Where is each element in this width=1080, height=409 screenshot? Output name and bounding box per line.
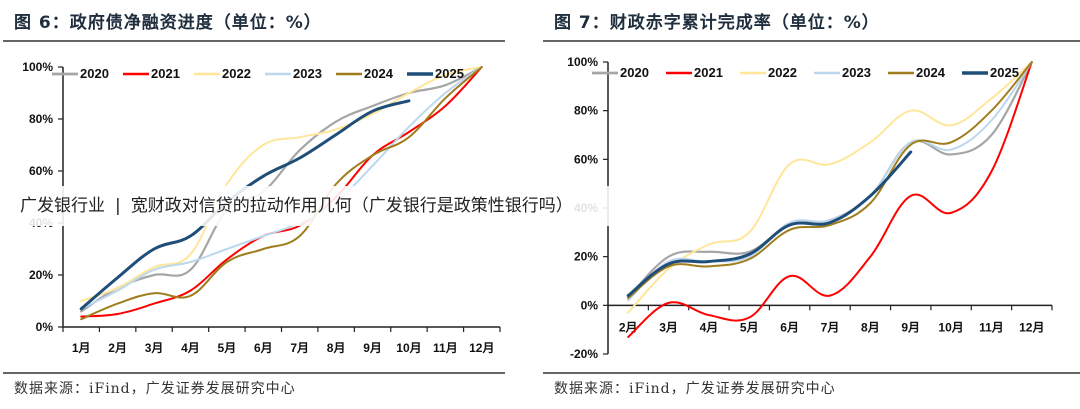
left-source-rule [3,372,505,374]
article-title-banner[interactable]: 广发银行业 | 宽财政对信贷的拉动作用几何（广发银行是政策性银行吗） [0,186,680,226]
banner-headline: 宽财政对信贷的拉动作用几何（广发银行是政策性银行吗） [130,196,573,216]
right-figure-title: 图 7：财政赤字累计完成率（单位：%） [554,13,880,33]
left-line-chart: 0%20%40%60%80%100%1月2月3月4月5月6月7月8月9月10月1… [22,60,501,355]
right-line-chart: -20%0%20%40%60%80%100%2月3月4月5月6月7月8月9月10… [567,55,1053,361]
banner-section: 广发银行业 [20,196,105,216]
legend-label-2022: 2022 [768,65,797,80]
x-tick-label: 9月 [901,320,920,334]
x-tick-label: 3月 [659,320,678,334]
y-tick-label: 80% [574,104,598,118]
right-source-note: 数据来源：iFind，广发证券发展研究中心 [554,381,836,397]
series-line-2022 [627,61,1033,314]
y-tick-label: 20% [29,268,53,282]
x-tick-label: 11月 [979,320,1004,334]
series-line-2023 [80,66,483,310]
y-tick-label: 0% [36,320,54,334]
x-tick-label: 8月 [861,320,880,334]
x-tick-label: 1月 [72,341,91,355]
y-tick-label: -20% [570,347,598,361]
series-line-2021 [627,61,1033,338]
y-tick-label: 100% [22,60,53,74]
y-tick-label: 80% [29,112,53,126]
banner-divider: | [115,196,121,216]
legend-label-2020: 2020 [80,66,109,81]
series-line-2022 [80,66,483,302]
legend-label-2025: 2025 [990,65,1019,80]
x-tick-label: 9月 [363,341,382,355]
x-tick-label: 12月 [469,341,494,355]
x-tick-label: 2月 [619,320,638,334]
legend-label-2024: 2024 [916,65,946,80]
legend-label-2023: 2023 [842,65,871,80]
legend-label-2025: 2025 [435,66,464,81]
legend-label-2021: 2021 [694,65,723,80]
x-tick-label: 10月 [938,320,963,334]
legend-label-2020: 2020 [620,65,649,80]
left-figure-title: 图 6：政府债净融资进度（单位：%） [14,13,322,33]
x-tick-label: 7月 [821,320,840,334]
legend-label-2022: 2022 [222,66,251,81]
x-tick-label: 4月 [700,320,719,334]
x-tick-label: 5月 [218,341,237,355]
series-line-2024 [80,66,483,321]
x-tick-label: 2月 [108,341,127,355]
x-tick-label: 10月 [396,341,421,355]
y-tick-label: 60% [29,164,53,178]
y-tick-label: 100% [567,55,598,69]
legend-label-2024: 2024 [364,66,394,81]
x-tick-label: 11月 [433,341,458,355]
x-tick-label: 5月 [740,320,759,334]
legend-label-2021: 2021 [151,66,180,81]
right-title-rule [543,40,1080,42]
x-tick-label: 6月 [780,320,799,334]
x-tick-label: 3月 [145,341,164,355]
series-line-2024 [627,61,1033,300]
left-title-rule [3,40,505,42]
y-tick-label: 60% [574,152,598,166]
x-tick-label: 8月 [327,341,346,355]
x-tick-label: 7月 [290,341,309,355]
right-source-rule [543,372,1080,374]
x-tick-label: 4月 [181,341,200,355]
series-line-2025 [626,150,913,298]
left-source-note: 数据来源：iFind，广发证券发展研究中心 [14,381,296,397]
y-tick-label: 0% [581,298,599,312]
series-line-2021 [80,66,483,318]
y-tick-label: 20% [574,250,598,264]
legend-label-2023: 2023 [293,66,322,81]
x-tick-label: 12月 [1019,320,1044,334]
x-tick-label: 6月 [254,341,273,355]
